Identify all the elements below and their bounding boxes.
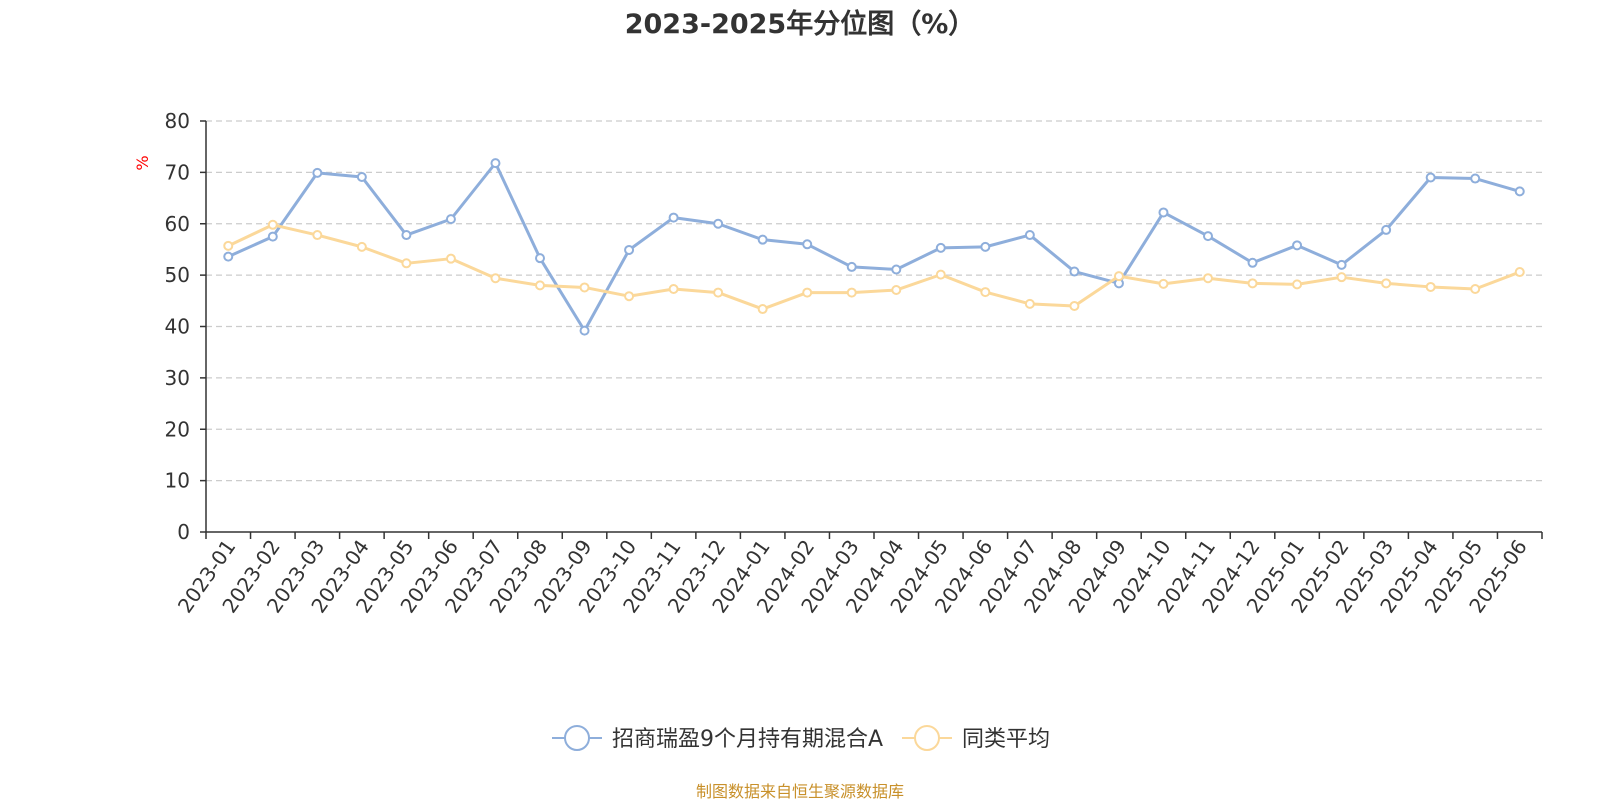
y-tick-label: 30 — [165, 366, 190, 390]
data-point-series-2 — [445, 253, 456, 264]
data-point-series-2 — [312, 230, 323, 241]
data-point-series-1 — [1425, 172, 1436, 183]
data-point-series-1 — [401, 230, 412, 241]
data-point-series-1 — [713, 218, 724, 229]
legend-label-2: 同类平均 — [962, 727, 1050, 752]
data-point-series-1 — [980, 241, 991, 252]
data-point-series-2 — [1158, 278, 1169, 289]
data-point-series-1 — [1247, 257, 1258, 268]
data-point-series-2 — [624, 291, 635, 302]
data-point-series-2 — [713, 287, 724, 298]
data-point-series-1 — [891, 264, 902, 275]
data-point-series-2 — [1203, 273, 1213, 284]
data-point-series-1 — [624, 244, 635, 255]
data-point-series-1 — [935, 242, 946, 253]
series-line-1 — [227, 161, 1521, 333]
data-point-series-2 — [1113, 271, 1124, 282]
data-point-series-2 — [223, 240, 234, 251]
y-tick-label: 20 — [165, 417, 190, 441]
data-point-series-2 — [802, 287, 813, 298]
data-point-series-1 — [1024, 230, 1035, 241]
data-point-series-2 — [267, 219, 278, 230]
data-point-series-1 — [1069, 266, 1080, 277]
data-point-series-1 — [579, 325, 590, 336]
data-point-series-1 — [223, 251, 234, 262]
data-point-series-2 — [1514, 267, 1525, 278]
data-point-series-2 — [535, 280, 545, 291]
legend-marker-2 — [914, 725, 940, 751]
data-point-series-1 — [490, 158, 501, 169]
data-point-series-2 — [935, 269, 946, 280]
data-point-series-2 — [757, 304, 768, 315]
data-point-series-1 — [1381, 224, 1392, 235]
data-point-series-1 — [757, 234, 768, 245]
data-point-series-1 — [356, 171, 367, 182]
data-point-series-1 — [802, 239, 813, 250]
data-point-series-1 — [1470, 173, 1481, 184]
y-axis-label: % — [133, 155, 152, 170]
y-tick-label: 80 — [165, 109, 190, 133]
chart-title: 2023-2025年分位图（%） — [624, 9, 976, 40]
data-point-series-2 — [980, 287, 991, 298]
data-point-series-2 — [891, 285, 902, 296]
y-tick-label: 50 — [165, 263, 190, 287]
data-point-series-1 — [1336, 259, 1347, 270]
legend-label-1: 招商瑞盈9个月持有期混合A — [612, 727, 883, 752]
data-point-series-2 — [846, 287, 857, 298]
data-point-series-2 — [668, 283, 679, 294]
y-tick-label: 70 — [165, 160, 190, 184]
data-point-series-2 — [1470, 283, 1481, 294]
source-note: 制图数据来自恒生聚源数据库 — [695, 782, 904, 801]
data-point-series-2 — [579, 282, 590, 293]
data-point-series-2 — [1381, 278, 1392, 289]
data-point-series-1 — [267, 231, 278, 242]
data-point-series-1 — [312, 167, 323, 178]
legend-marker-1 — [564, 725, 590, 751]
y-tick-label: 40 — [165, 315, 190, 339]
data-point-series-2 — [1024, 298, 1035, 309]
data-point-series-2 — [490, 273, 501, 284]
y-tick-label: 0 — [177, 520, 190, 544]
data-point-series-2 — [1069, 300, 1080, 311]
data-point-series-2 — [1425, 281, 1436, 292]
data-point-series-1 — [668, 212, 679, 223]
y-tick-label: 10 — [165, 469, 190, 493]
data-point-series-1 — [1203, 231, 1213, 242]
y-tick-label: 60 — [165, 212, 190, 236]
data-point-series-2 — [1292, 279, 1303, 290]
series-line-2 — [227, 223, 1521, 311]
data-point-series-2 — [1336, 272, 1347, 283]
data-point-series-2 — [401, 258, 412, 269]
data-point-series-2 — [1247, 278, 1258, 289]
data-point-series-2 — [356, 241, 367, 252]
data-point-series-1 — [1292, 240, 1303, 251]
data-point-series-1 — [1158, 207, 1169, 218]
data-point-series-1 — [1514, 186, 1525, 197]
data-point-series-1 — [846, 261, 857, 272]
data-point-series-1 — [445, 214, 456, 225]
data-point-series-1 — [535, 253, 545, 264]
